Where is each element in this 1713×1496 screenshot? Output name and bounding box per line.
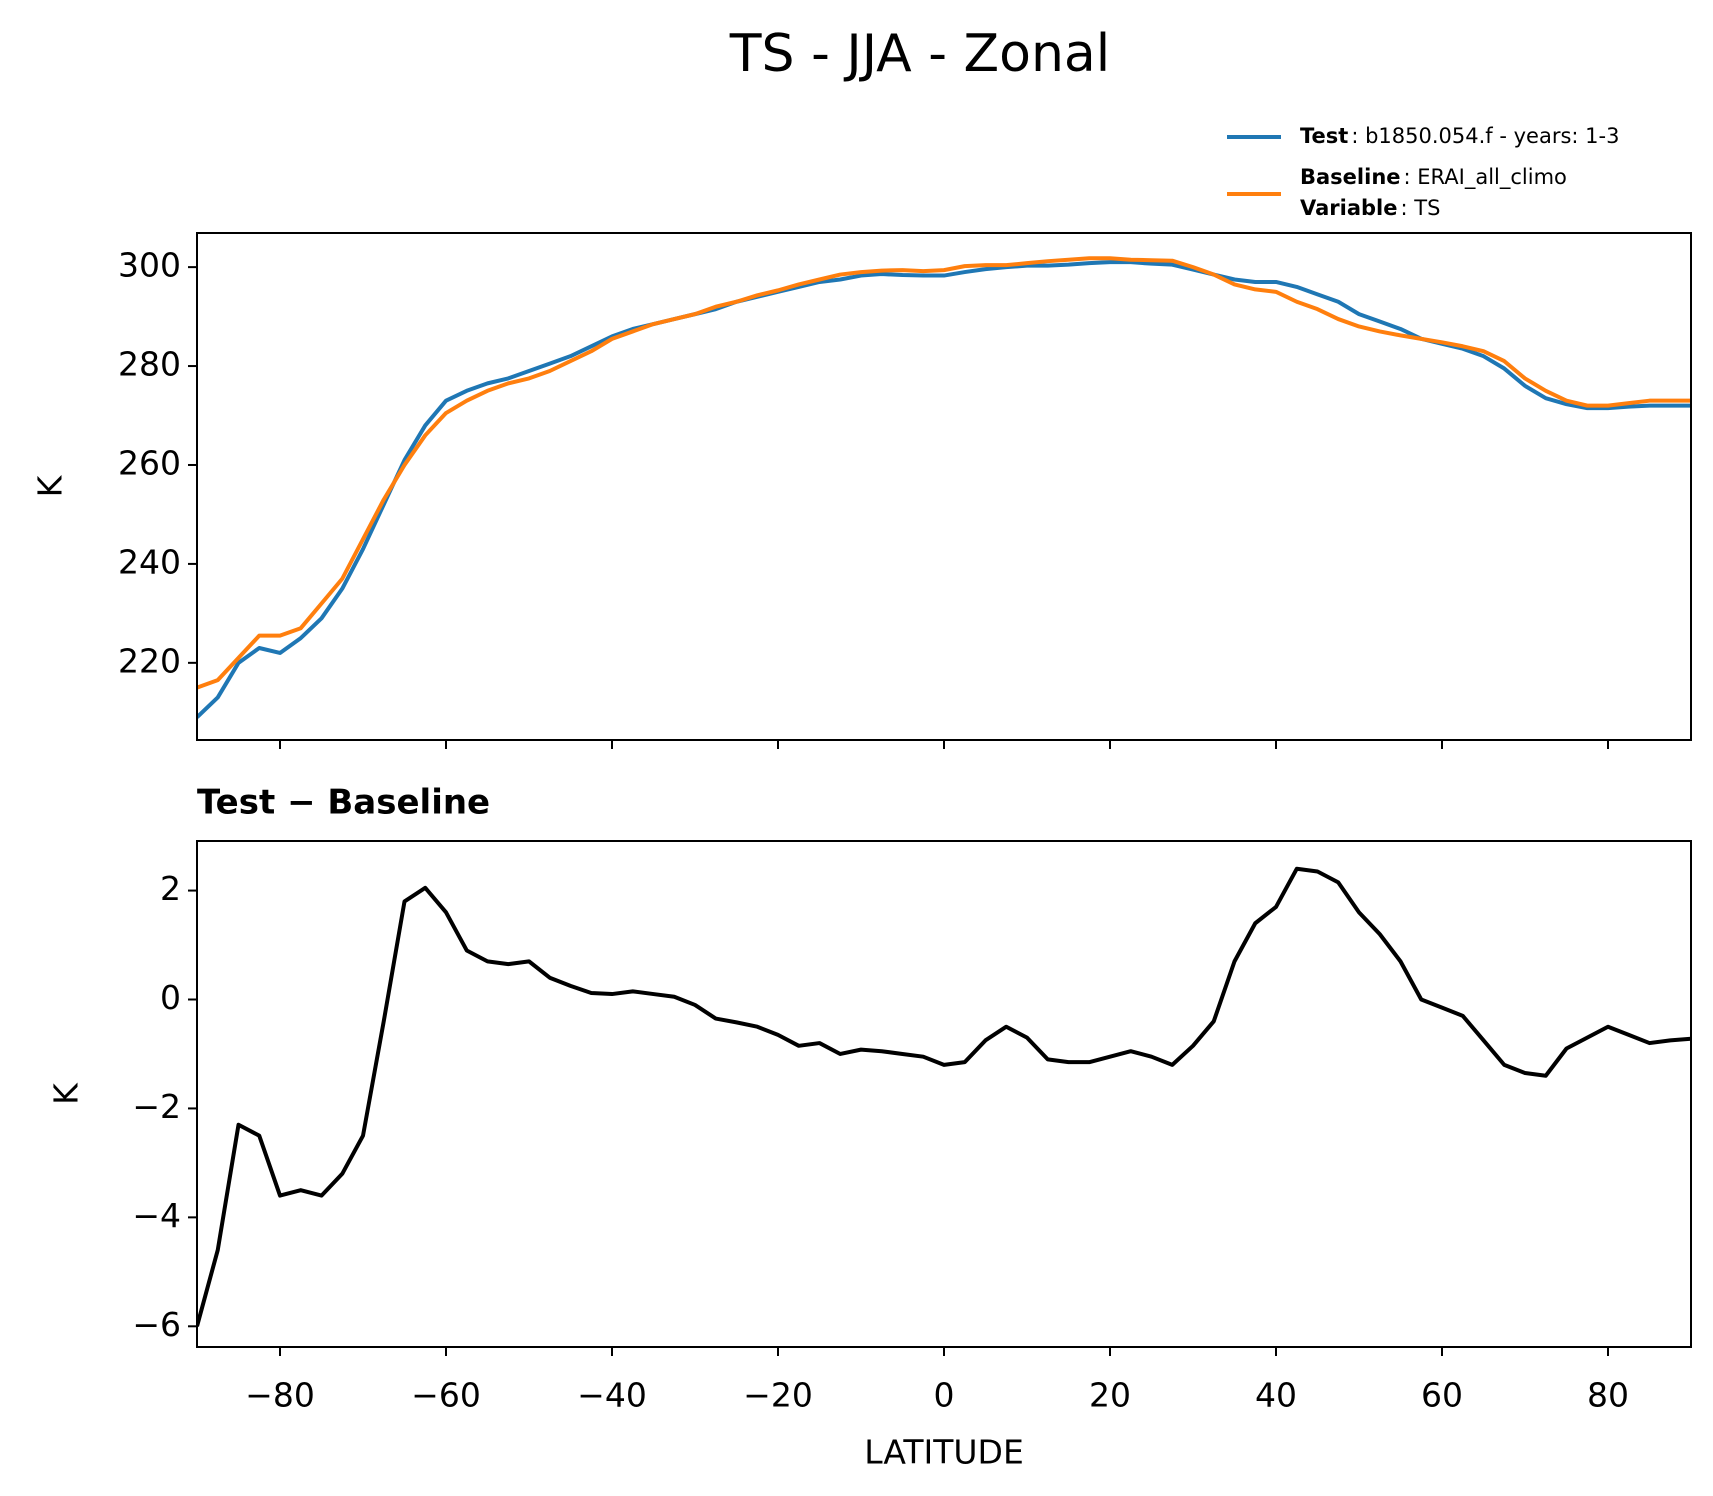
y-tick-label: −6 (132, 1305, 181, 1344)
y-tick-label: 220 (118, 641, 181, 680)
y-tick-label: 2 (160, 869, 181, 908)
legend-label: : b1850.054.f - years: 1-3 (1351, 124, 1619, 148)
legend-name: Baseline (1300, 165, 1401, 189)
y-tick-label: −4 (132, 1196, 181, 1235)
panel-subtitle: Test − Baseline (197, 783, 490, 823)
y-tick-label: 280 (118, 345, 181, 384)
y-axis-label: K (47, 1082, 86, 1105)
x-tick-label: −20 (743, 1376, 813, 1415)
data-line (197, 866, 1691, 1327)
y-tick-label: 0 (160, 978, 181, 1017)
x-tick-label: −60 (411, 1376, 481, 1415)
x-tick-label: 60 (1421, 1376, 1463, 1415)
legend-label: : ERAI_all_climo (1404, 165, 1567, 190)
x-tick-label: 40 (1255, 1376, 1297, 1415)
x-tick-label: −80 (245, 1376, 315, 1415)
figure-title: TS - JJA - Zonal (729, 24, 1110, 84)
x-tick-label: 20 (1089, 1376, 1131, 1415)
y-tick-label: 300 (118, 246, 181, 285)
y-tick-label: 260 (118, 443, 181, 482)
axes-frame (196, 840, 1692, 1348)
x-tick-label: 80 (1587, 1376, 1629, 1415)
x-axis-label: LATITUDE (864, 1433, 1024, 1472)
legend-name: Test (1300, 124, 1348, 148)
legend-name: Variable (1300, 196, 1397, 220)
axes-frame (196, 232, 1692, 741)
x-tick-label: −40 (577, 1376, 647, 1415)
y-tick-label: 240 (118, 542, 181, 581)
y-tick-label: −2 (132, 1087, 181, 1126)
data-line (197, 256, 1691, 690)
x-tick-label: 0 (934, 1376, 955, 1415)
y-axis-label: K (31, 474, 70, 497)
legend-label: : TS (1400, 196, 1440, 220)
